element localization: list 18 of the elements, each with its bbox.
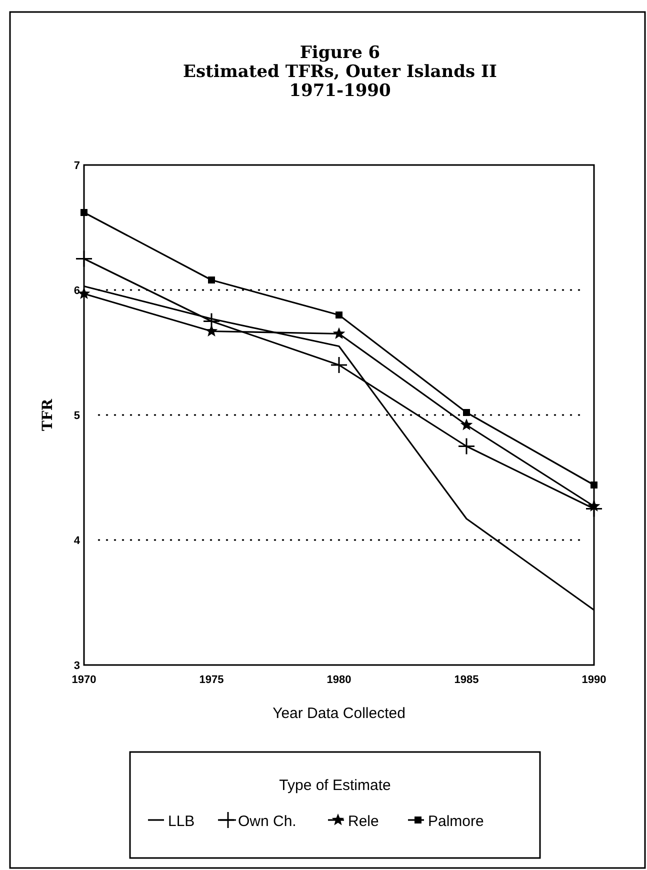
y-tick-label: 6	[74, 284, 80, 297]
legend-label: Palmore	[428, 813, 484, 830]
legend-label: Own Ch.	[238, 813, 296, 830]
y-tick-label: 4	[74, 534, 81, 547]
legend-title: Type of Estimate	[279, 777, 391, 794]
x-tick-label: 1975	[199, 674, 224, 686]
x-tick-label: 1980	[326, 674, 352, 686]
legend-label: LLB	[168, 813, 195, 830]
chart-title: Figure 6 Estimated TFRs, Outer Islands II 1971-1990	[183, 43, 498, 101]
y-tick-label: 5	[74, 410, 80, 422]
x-axis-title: Year Data Collected	[272, 705, 406, 722]
x-tick-label: 1970	[72, 674, 96, 686]
legend-label: Rele	[348, 813, 379, 830]
y-axis-title: TFR	[40, 398, 56, 431]
x-tick-label: 1990	[582, 674, 606, 686]
y-tick-label: 3	[74, 660, 80, 672]
x-tick-label: 1985	[454, 674, 479, 686]
y-tick-label: 7	[74, 160, 80, 172]
